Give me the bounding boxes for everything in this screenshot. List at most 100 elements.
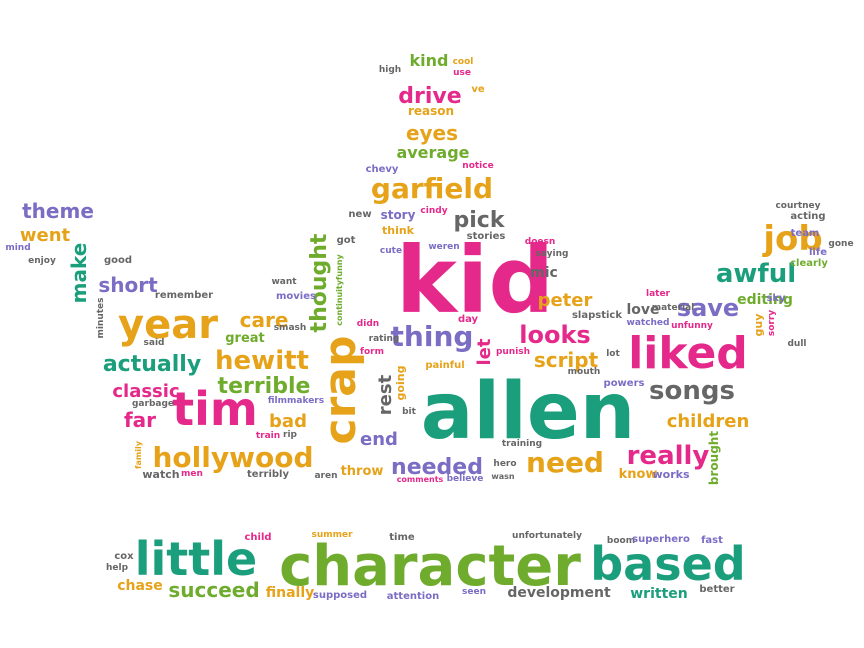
word-throw: throw [341,464,384,479]
word-dull: dull [787,339,806,349]
word-material: material [652,303,695,313]
word-hero: hero [493,459,516,469]
word-sorry: sorry [767,310,777,336]
word-attention: attention [387,591,439,602]
word-notice: notice [462,161,493,171]
word-liked: liked [628,328,748,379]
word-unfortunately: unfortunately [512,531,582,541]
word-hollywood: hollywood [153,441,314,474]
word-awful: awful [716,259,796,289]
word-cool: cool [453,57,474,67]
word-save: save [677,294,739,322]
word-songs: songs [649,376,735,406]
word-crap: crap [315,336,366,445]
word-actually: actually [103,352,201,377]
word-continuityfunny: continuityfunny [335,253,344,325]
word-punish: punish [496,347,530,357]
word-end: end [360,429,398,450]
word-minutes: minutes [96,297,106,338]
word-mind: mind [5,243,30,253]
word-make: make [67,243,91,304]
word-short: short [98,273,158,297]
word-sky: sky [766,293,786,304]
word-needed: needed [391,455,483,480]
word-story: story [381,208,416,222]
word-courtney: courtney [775,201,820,211]
word-superhero: superhero [632,534,690,545]
word-new: new [348,209,371,220]
word-rip: rip [283,430,298,440]
word-terrible: terrible [218,374,311,399]
word-supposed: supposed [313,590,367,601]
word-development: development [507,585,611,601]
word-later: later [646,289,671,299]
word-life: life [809,247,827,258]
word-weren: weren [428,242,459,252]
word-cindy: cindy [420,206,447,216]
word-remember: remember [155,290,213,301]
word-thought: thought [307,233,332,332]
word-doesn: doesn [525,237,556,247]
word-want: want [271,277,297,287]
word-day: day [458,314,479,325]
word-year: year [118,302,218,348]
word-classic: classic [112,381,179,402]
word-pick: pick [454,208,506,233]
word-good: good [104,255,132,266]
word-smash: smash [274,323,307,333]
word-based: based [590,537,745,591]
word-better: better [699,584,734,595]
word-unfunny: unfunny [671,321,713,331]
word-going: going [394,366,407,401]
word-great: great [225,331,265,346]
word-painful: painful [425,360,464,371]
word-kid: kid [396,227,555,334]
word-summer: summer [311,530,353,540]
word-guy: guy [752,314,765,337]
word-terribly: terribly [247,469,289,480]
word-enjoy: enjoy [28,256,56,266]
word-works: works [652,468,689,481]
word-high: high [379,65,401,75]
word-rest: rest [375,374,396,415]
word-said: said [144,338,165,348]
word-train: train [256,431,280,441]
word-garfield: garfield [371,172,493,205]
word-comments: comments [397,475,444,484]
word-eyes: eyes [406,121,458,145]
word-seen: seen [462,587,486,597]
word-chevy: chevy [366,164,399,175]
word-movies: movies [276,291,316,302]
word-family: family [134,440,143,469]
word-men: men [181,469,203,479]
word-hewitt: hewitt [215,346,309,376]
word-aren: aren [314,471,337,481]
word-character: character [279,534,581,599]
word-wasn: wasn [491,472,515,481]
word-need: need [526,446,604,479]
word-form: form [360,347,384,357]
word-editing: editing [737,292,793,308]
word-finally: finally [266,585,315,601]
word-bad: bad [269,411,307,432]
word-gone: gone [828,239,853,249]
word-really: really [627,441,710,471]
word-watched: watched [627,318,670,328]
word-far: far [124,408,156,432]
word-use: use [453,68,471,78]
word-filmmakers: filmmakers [268,396,324,406]
word-brought: brought [707,431,721,485]
word-looks: looks [519,321,590,349]
word-tim: tim [172,382,258,436]
word-powers: powers [604,378,645,389]
word-succeed: succeed [168,578,259,602]
word-thing: thing [391,320,474,353]
word-little: little [135,532,257,586]
word-time: time [389,532,415,543]
word-think: think [382,224,415,237]
word-training: training [502,439,542,449]
word-care: care [240,308,289,332]
word-ve: ve [471,84,485,95]
